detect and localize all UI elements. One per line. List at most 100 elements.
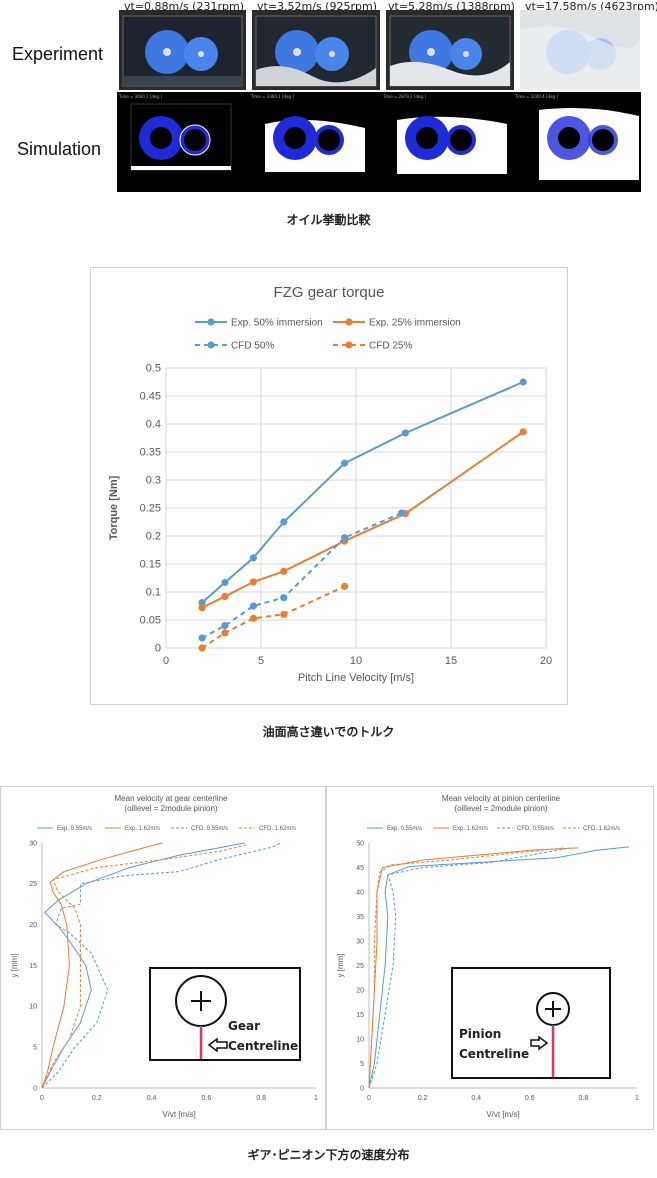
y-tick-label: 0.45 — [140, 391, 161, 403]
torque-chart: FZG gear torque 0 0.05 0.1 0.15 0.2 0.25 0.3 0.3… — [108, 284, 552, 684]
row-label-simulation: Simulation — [17, 139, 102, 159]
series-line-1 — [368, 846, 630, 1089]
data-point — [221, 578, 229, 587]
x-axis-label: V/vt [m/s] — [486, 1110, 519, 1119]
x-tick-label: 0.8 — [579, 1095, 589, 1102]
gear-velocity-chart: Mean velocity at gear centerline(oilleve… — [10, 794, 318, 1119]
torque-chart-frame: FZG gear torque 0 0.05 0.1 0.15 0.2 0.25 0.3 0.3… — [90, 267, 568, 705]
data-point — [341, 534, 349, 542]
gear-inset-label: Centreline — [228, 1039, 299, 1053]
y-tick-label: 10 — [356, 1036, 364, 1043]
y-tick-label: 15 — [29, 963, 37, 970]
y-tick-label: 0.5 — [146, 363, 161, 375]
data-point — [519, 428, 527, 436]
data-point — [249, 602, 257, 610]
y-tick-label: 10 — [29, 1004, 37, 1011]
caption-velocity-distribution: ギア･ピニオン下方の速度分布 — [247, 1148, 410, 1162]
simulation-panel: Time = 3600.2 [deg.] Time = 3360.1 [deg.… — [117, 92, 641, 192]
y-tick-label: 25 — [356, 963, 364, 970]
pinion-velocity-chart-frame: Mean velocity at pinion centerline (oille… — [326, 786, 654, 1130]
x-tick-label: 20 — [540, 655, 552, 667]
data-point — [221, 592, 229, 601]
chart-title: Mean velocity at gear centerline — [115, 794, 229, 803]
y-tick-label: 50 — [356, 840, 364, 847]
legend-label: CFD. 0.55m/s — [517, 826, 554, 832]
series-line-2 — [41, 842, 163, 1089]
series-line-1 — [201, 381, 524, 604]
y-tick-label: 0 — [360, 1085, 364, 1092]
data-point — [519, 378, 527, 386]
data-point — [198, 604, 206, 612]
y-tick-label: 30 — [356, 938, 364, 945]
x-axis-label: V/vt [m/s] — [162, 1110, 195, 1119]
sim-time: Time = 3360.1 [deg.] — [251, 94, 294, 99]
legend-label: Exp. 0.55m/s — [57, 826, 92, 832]
data-point — [280, 567, 288, 575]
experiment-photo — [386, 10, 514, 90]
x-tick-label: 0 — [40, 1095, 44, 1102]
data-point — [341, 459, 349, 467]
y-tick-label: 5 — [33, 1045, 37, 1052]
x-tick-label: 0 — [367, 1095, 371, 1102]
data-point — [249, 554, 257, 562]
legend-label: Exp. 1.62m/s — [453, 826, 488, 832]
series-line-2 — [368, 847, 579, 1089]
legend-label: Exp. 25% immersion — [369, 317, 461, 328]
series-line-3 — [41, 842, 281, 1089]
data-point — [198, 634, 206, 642]
speed-label: vt=3.52m/s (925rpm) — [257, 0, 377, 13]
legend-label: CFD. 1.62m/s — [583, 826, 620, 832]
y-tick-label: 0.15 — [140, 559, 161, 571]
x-axis-label: Pitch Line Velocity [m/s] — [298, 672, 414, 684]
pinion-inset-label: Pinion — [459, 1027, 502, 1041]
x-tick-label: 1 — [314, 1095, 318, 1102]
data-point — [341, 582, 349, 590]
experiment-photo — [252, 10, 380, 90]
y-tick-label: 0.25 — [140, 503, 161, 515]
y-tick-label: 40 — [356, 889, 364, 896]
x-tick-label: 1 — [635, 1095, 639, 1102]
y-tick-label: 0.3 — [146, 475, 161, 487]
speed-label: vt=0.88m/s (231rpm) — [124, 0, 244, 13]
pinion-velocity-chart: Mean velocity at pinion centerline(oille… — [336, 794, 639, 1119]
y-tick-label: 0.1 — [146, 587, 161, 599]
chart-subtitle: (oillevel = 2module pinion) — [124, 804, 218, 813]
speed-label: vt=5.28m/s (1388rpm) — [388, 0, 515, 13]
experiment-photo — [119, 10, 246, 90]
x-tick-label: 0 — [163, 655, 169, 667]
x-tick-label: 0.4 — [147, 1095, 157, 1102]
sim-time: Time = 3240.4 [deg.] — [515, 94, 558, 99]
data-point — [249, 578, 257, 586]
sim-time: Time = 3600.2 [deg.] — [119, 94, 162, 99]
y-tick-label: 0.35 — [140, 447, 161, 459]
data-point — [280, 518, 288, 526]
legend-label: CFD 50% — [231, 340, 274, 351]
legend-label: CFD. 1.62m/s — [259, 826, 296, 832]
chart-title: FZG gear torque — [274, 284, 385, 301]
chart-subtitle: (oillevel = 2module pinion) — [454, 804, 548, 813]
legend-label: CFD 25% — [369, 340, 412, 351]
y-tick-label: 0.2 — [146, 531, 161, 543]
data-point — [198, 644, 206, 652]
series-line-4 — [368, 847, 565, 1089]
sim-time: Time = 2879.2 [deg.] — [383, 94, 426, 99]
y-tick-label: 5 — [360, 1061, 364, 1068]
legend-marker — [207, 341, 215, 349]
y-tick-label: 30 — [29, 840, 37, 847]
legend-label: CFD. 0.55m/s — [191, 826, 228, 832]
y-axis-label: y [mm] — [336, 954, 345, 978]
y-tick-label: 20 — [356, 987, 364, 994]
experiment-photo — [520, 10, 640, 90]
gear-velocity-chart-frame: Mean velocity at gear centerline (oilleve… — [0, 786, 326, 1130]
y-axis-label: y [mm] — [10, 954, 19, 978]
x-tick-label: 15 — [445, 655, 457, 667]
y-tick-label: 20 — [29, 922, 37, 929]
caption-torque: 油面高さ違いでのトルク — [262, 725, 395, 739]
y-tick-label: 25 — [29, 881, 37, 888]
x-tick-label: 10 — [350, 655, 362, 667]
gear-inset-label: Gear — [228, 1019, 261, 1033]
caption-oil-behaviour: オイル挙動比較 — [286, 213, 371, 227]
legend-marker — [207, 318, 215, 326]
y-tick-label: 35 — [356, 914, 364, 921]
x-tick-label: 5 — [258, 655, 264, 667]
